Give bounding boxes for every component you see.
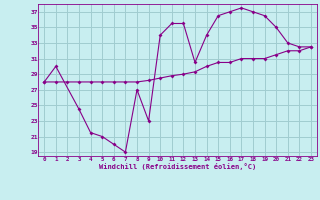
X-axis label: Windchill (Refroidissement éolien,°C): Windchill (Refroidissement éolien,°C) bbox=[99, 163, 256, 170]
